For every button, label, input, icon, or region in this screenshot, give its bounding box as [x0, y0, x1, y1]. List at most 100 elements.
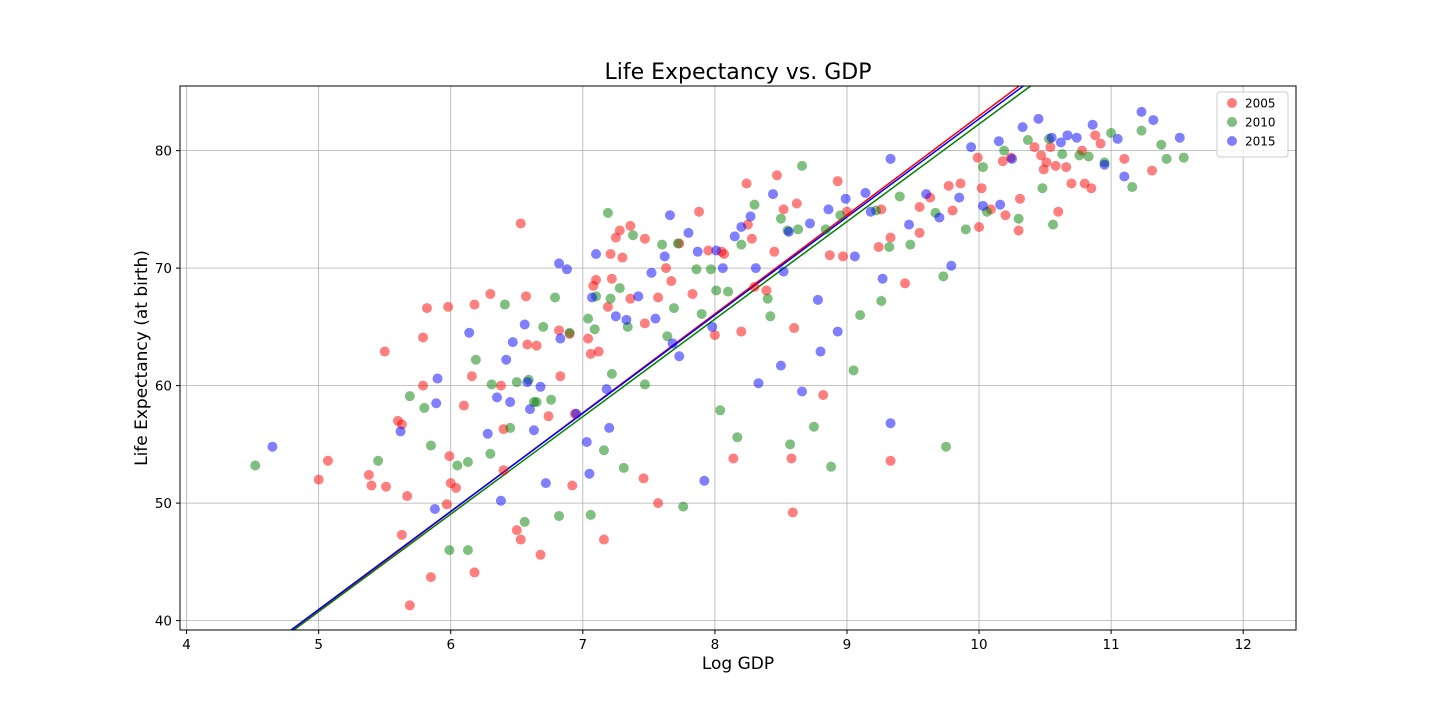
data-point [786, 453, 797, 464]
data-point [381, 481, 392, 492]
data-point [999, 145, 1010, 156]
data-point [585, 509, 596, 520]
legend-marker [1227, 136, 1237, 146]
data-point [606, 273, 617, 284]
data-point [495, 495, 506, 506]
data-point [659, 251, 670, 262]
data-point [753, 378, 764, 389]
data-point [687, 288, 698, 299]
data-point [482, 428, 493, 439]
data-point [1071, 132, 1082, 143]
data-point [711, 285, 722, 296]
scatter-points [250, 106, 1189, 611]
data-point [1013, 225, 1024, 236]
data-point [705, 264, 716, 275]
data-point [519, 319, 530, 330]
data-point [678, 501, 689, 512]
data-point [555, 333, 566, 344]
data-point [894, 191, 905, 202]
data-point [1045, 142, 1056, 153]
data-point [451, 482, 462, 493]
data-point [775, 360, 786, 371]
data-point [505, 422, 516, 433]
data-point [531, 397, 542, 408]
data-point [501, 354, 512, 365]
data-point [650, 313, 661, 324]
data-point [1086, 183, 1097, 194]
data-point [601, 384, 612, 395]
data-point [885, 153, 896, 164]
data-point [818, 390, 829, 401]
y-tick-label: 40 [155, 614, 172, 630]
data-point [694, 206, 705, 217]
data-point [717, 263, 728, 274]
data-point [692, 246, 703, 257]
data-point [522, 377, 533, 388]
legend: 2005 2010 2015 [1216, 91, 1289, 158]
data-point [404, 600, 415, 611]
data-point [425, 572, 436, 583]
data-point [425, 440, 436, 451]
data-point [404, 391, 415, 402]
data-point [666, 276, 677, 287]
data-point [749, 281, 760, 292]
data-point [322, 455, 333, 466]
fit-line-2005 [291, 86, 1021, 630]
data-point [1119, 153, 1130, 164]
data-point [531, 340, 542, 351]
data-point [1099, 159, 1110, 170]
data-point [746, 233, 757, 244]
data-point [745, 211, 756, 222]
data-point [396, 529, 407, 540]
data-point [491, 392, 502, 403]
data-point [946, 260, 957, 271]
data-point [1036, 150, 1047, 161]
data-point [470, 354, 481, 365]
data-point [444, 545, 455, 556]
data-point [703, 245, 714, 256]
data-point [1047, 219, 1058, 230]
data-point [785, 439, 796, 450]
data-point [554, 258, 565, 269]
data-point [789, 323, 800, 334]
data-point [505, 397, 516, 408]
data-point [646, 267, 657, 278]
data-point [835, 210, 846, 221]
legend-marker [1227, 98, 1237, 108]
data-point [1178, 152, 1189, 163]
data-point [555, 371, 566, 382]
data-point [598, 445, 609, 456]
data-point [823, 204, 834, 215]
data-point [767, 189, 778, 200]
data-point [610, 311, 621, 322]
data-point [1029, 142, 1040, 153]
data-point [617, 252, 628, 263]
data-point [972, 152, 983, 163]
data-point [736, 326, 747, 337]
data-point [585, 348, 596, 359]
data-point [837, 251, 848, 262]
data-point [462, 456, 473, 467]
data-point [267, 441, 278, 452]
data-point [905, 239, 916, 250]
legend-label: 2010 [1245, 116, 1276, 130]
data-point [618, 462, 629, 473]
data-point [431, 398, 442, 409]
data-point [943, 180, 954, 191]
data-point [583, 333, 594, 344]
x-axis-label: Log GDP [702, 654, 774, 674]
data-point [1017, 122, 1028, 133]
data-point [402, 491, 413, 502]
data-point [1014, 193, 1025, 204]
data-point [696, 308, 707, 319]
legend-label: 2015 [1245, 135, 1276, 149]
data-point [885, 232, 896, 243]
data-point [904, 219, 915, 230]
data-point [538, 321, 549, 332]
x-axis-ticks: 4 5 6 7 8 9 10 11 12 [182, 630, 1252, 653]
data-point [1041, 157, 1052, 168]
data-point [625, 220, 636, 231]
data-point [366, 480, 377, 491]
data-point [993, 136, 1004, 147]
data-point [860, 187, 871, 198]
